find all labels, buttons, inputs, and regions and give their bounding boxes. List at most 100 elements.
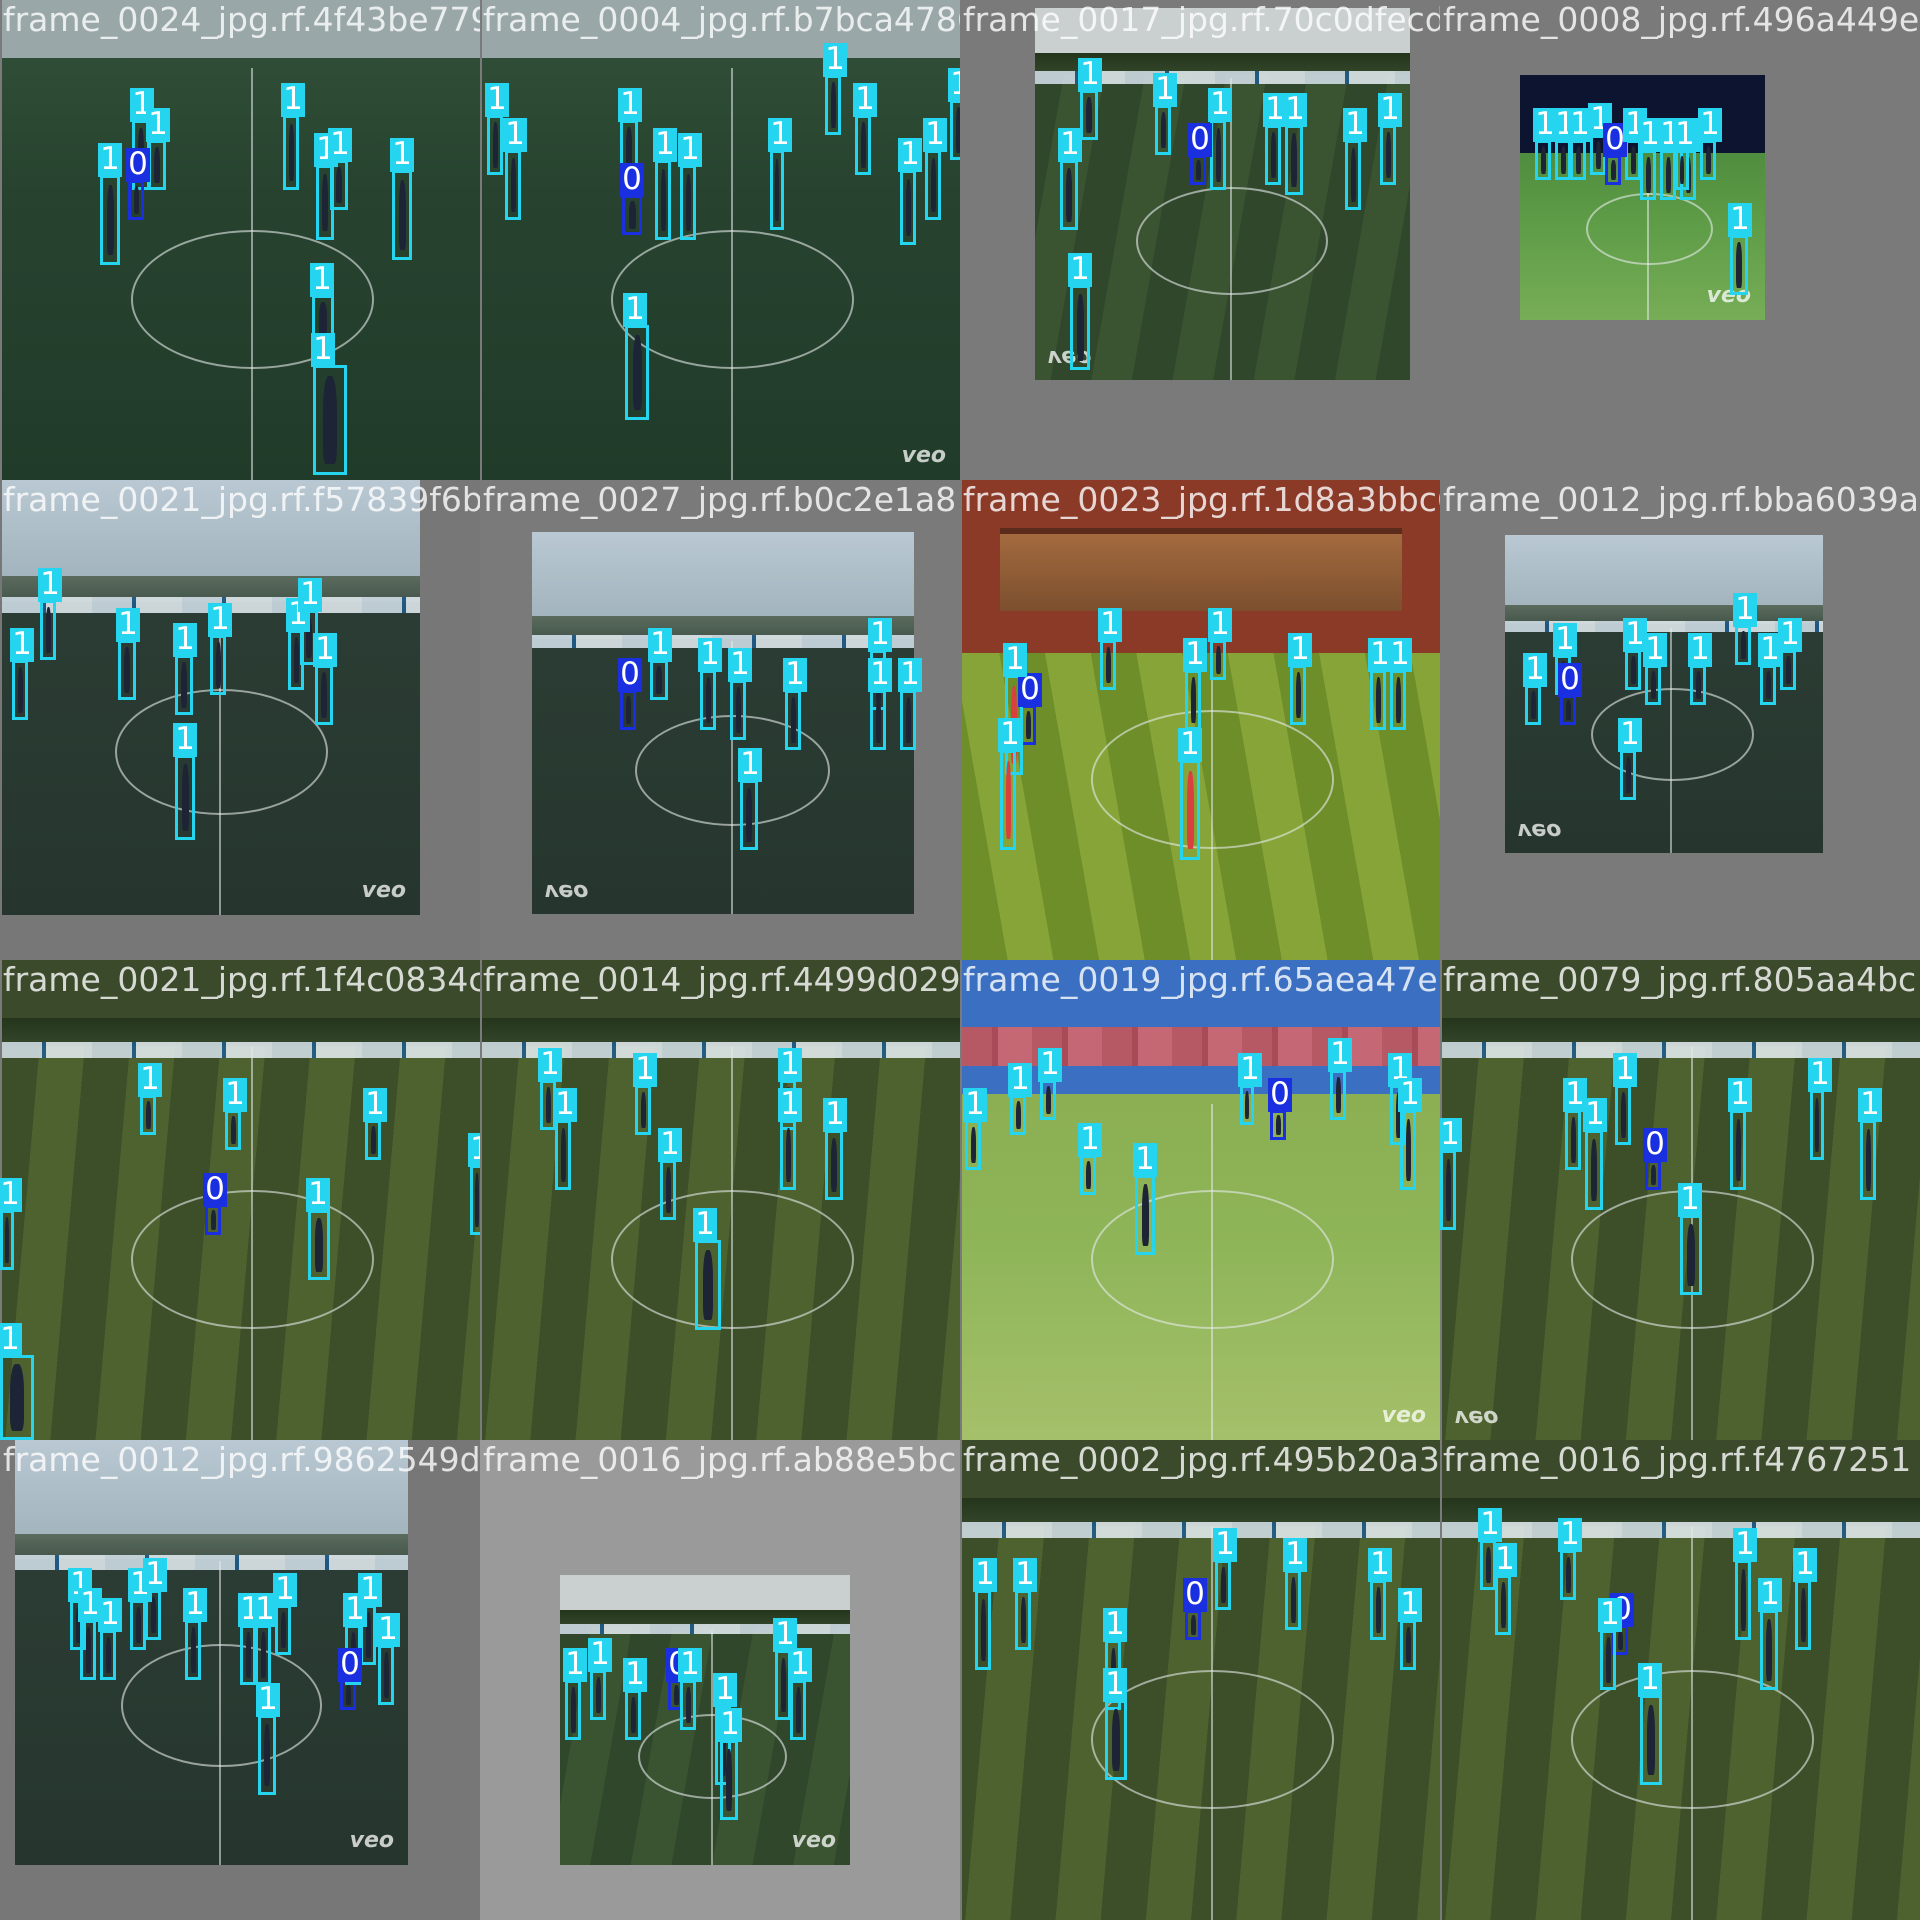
bounding-box-class-1 [590, 1670, 606, 1720]
veo-watermark: veo [1706, 283, 1751, 308]
bounding-box-class-0 [620, 690, 636, 730]
class-label-1: 1 [998, 718, 1022, 752]
bounding-box-class-1 [965, 1120, 981, 1170]
class-label-1: 1 [1638, 1663, 1662, 1697]
bounding-box-class-0 [205, 1205, 221, 1235]
player-figure [1617, 1629, 1623, 1651]
class-label-1: 1 [183, 1588, 207, 1622]
player-figure [1765, 670, 1771, 700]
bounding-box-class-1 [1265, 125, 1281, 185]
class-label-0: 0 [203, 1173, 227, 1207]
player-figure [726, 1748, 732, 1812]
bounding-box-class-0 [1270, 1110, 1286, 1140]
bounding-box-class-1 [1390, 670, 1406, 730]
frame-filename: frame_0004_jpg.rf.b7bca47866e [483, 0, 960, 39]
centre-circle [611, 1190, 855, 1329]
bounding-box-class-0 [622, 195, 642, 235]
bounding-box-class-1 [240, 1625, 256, 1685]
player-figure [150, 1596, 156, 1634]
player-figure [746, 788, 752, 842]
class-label-1: 1 [256, 1683, 280, 1717]
bounding-box-class-1 [40, 600, 56, 660]
player-figure [1865, 1128, 1871, 1192]
player-figure [1630, 655, 1636, 685]
class-label-1: 1 [1673, 118, 1697, 152]
class-label-1: 1 [853, 83, 877, 117]
player-figure [1190, 677, 1196, 723]
bounding-box-class-1 [1185, 670, 1201, 730]
class-label-1: 1 [390, 138, 414, 172]
player-figure [1405, 1626, 1411, 1664]
player-figure [1695, 670, 1701, 700]
class-label-1: 1 [1398, 1588, 1422, 1622]
mosaic-tile: 1110111111frame_0024_jpg.rf.4f43be779397… [0, 0, 480, 480]
player-figure [1086, 96, 1092, 134]
class-label-1: 1 [98, 1598, 122, 1632]
player-figure [1625, 756, 1631, 794]
player-figure [1530, 690, 1536, 720]
clubhouse-building [1000, 528, 1402, 611]
bounding-box-class-1 [730, 680, 746, 740]
sky-area [2, 480, 420, 594]
class-label-1: 1 [298, 578, 322, 612]
centre-circle [114, 688, 328, 815]
bounding-box-class-1 [175, 755, 195, 840]
player-figure [1705, 145, 1711, 175]
mosaic-tile: veo 0 1 1 1 1 1 1 1 1 1 frame_0012_jpg.rf.bba6039a [1440, 480, 1920, 960]
class-label-1: 1 [1778, 618, 1802, 652]
bounding-box-class-1 [790, 1680, 806, 1740]
player-figure [595, 1676, 601, 1714]
centre-circle [131, 230, 375, 369]
frame-filename: frame_0002_jpg.rf.495b20a3 [963, 1440, 1440, 1479]
player-figure [1160, 111, 1166, 149]
bounding-box-class-1 [1645, 665, 1661, 705]
bounding-box-class-1 [680, 1680, 696, 1730]
bounding-box-class-1 [1080, 90, 1098, 140]
centre-circle [1571, 1670, 1815, 1809]
bounding-box-class-1 [365, 1120, 381, 1160]
bounding-box-class-1 [1735, 1560, 1751, 1640]
frame-image: veo [962, 960, 1440, 1440]
bounding-box-class-1 [1615, 1085, 1631, 1145]
frame-filename: frame_0014_jpg.rf.4499d029 [483, 960, 960, 999]
veo-watermark: veo [1381, 1403, 1426, 1428]
player-figure [1785, 655, 1791, 685]
bounding-box-class-1 [330, 160, 348, 210]
bounding-box-class-1 [660, 1160, 676, 1220]
class-label-1: 1 [648, 628, 672, 662]
class-label-0: 0 [1188, 123, 1212, 157]
class-label-0: 0 [618, 658, 642, 692]
bounding-box-class-1 [1440, 1150, 1456, 1230]
bounding-box-class-1 [1555, 140, 1571, 180]
class-label-1: 1 [868, 618, 892, 652]
class-label-1: 1 [98, 143, 122, 177]
frame-filename: frame_0079_jpg.rf.805aa4bc [1443, 960, 1917, 999]
player-figure [1375, 1587, 1381, 1633]
bounding-box-class-1 [1370, 670, 1386, 730]
frame-image: veo [560, 1575, 850, 1865]
player-figure [1385, 132, 1391, 178]
bounding-box-class-1 [1660, 150, 1676, 200]
class-label-0: 0 [1643, 1128, 1667, 1162]
centre-circle [1590, 687, 1754, 781]
bounding-box-class-1 [1680, 1215, 1702, 1295]
bounding-box-class-1 [655, 160, 671, 240]
player-figure [1630, 145, 1636, 175]
player-figure [1575, 145, 1581, 175]
bounding-box-class-1 [1010, 1095, 1026, 1135]
bounding-box-class-1 [1735, 625, 1751, 665]
player-figure [630, 1696, 636, 1734]
player-figure [545, 1086, 551, 1124]
class-label-1: 1 [1378, 93, 1402, 127]
player-figure [1015, 1100, 1021, 1130]
bounding-box-class-1 [1565, 1110, 1581, 1170]
class-label-1: 1 [1698, 108, 1722, 142]
mosaic-tile: 0 1 1 1 1 1 1 1 1 frame_0002_jpg.rf.495b20a3 [960, 1440, 1440, 1920]
veo-watermark: veo [791, 1828, 836, 1853]
class-label-1: 1 [1328, 1038, 1352, 1072]
mosaic-tile: veo111111111frame_0021_jpg.rf.f57839f6bf… [0, 480, 480, 960]
class-label-1: 1 [208, 603, 232, 637]
advertising-boards [482, 1041, 960, 1059]
class-label-1: 1 [1678, 1183, 1702, 1217]
